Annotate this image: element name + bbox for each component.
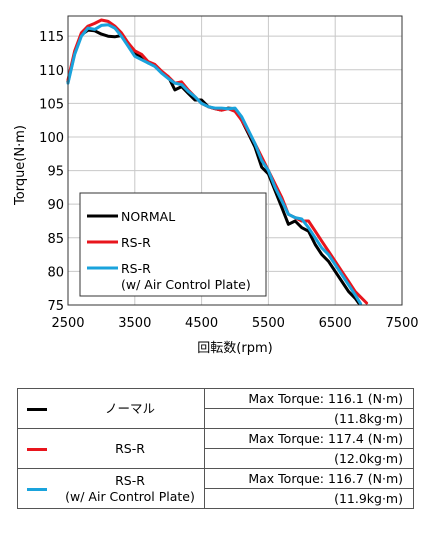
series-swatch-cell [17, 388, 56, 429]
legend-box [79, 192, 267, 297]
table-row: RS-R (w/ Air Control Plate) Max Torque: 11… [17, 468, 414, 509]
max-torque-value: Max Torque: 116.7 (N·m) [204, 468, 414, 489]
y-tick-label: 75 [47, 299, 64, 314]
plot-frame [67, 15, 403, 306]
x-tick-label: 7500 [385, 316, 418, 331]
series-swatch [27, 448, 47, 451]
series-name: RS-R (w/ Air Control Plate) [56, 468, 205, 509]
y-tick-label: 90 [47, 198, 64, 213]
x-axis-title: 回転数(rpm) [197, 341, 272, 356]
table-row: (11.9kg·m) [18, 488, 414, 509]
y-tick-label: 115 [39, 30, 64, 45]
max-torque-kgm-value: (12.0kg·m) [204, 448, 414, 469]
series-name: ノーマル [56, 388, 205, 429]
y-tick-label: 110 [39, 64, 64, 79]
series-swatch-cell [17, 468, 56, 509]
y-tick-label: 105 [39, 97, 64, 112]
tick-labels: 75 80 85 90 95 100 105 110 115 2500 3500 4500 5500 65… [39, 30, 418, 331]
table-row: RS-R Max Torque: 117.4 (N·m) [17, 428, 414, 469]
table-row: (11.8kg·m) [18, 408, 414, 429]
series-name: RS-R [56, 428, 205, 469]
max-torque-value: Max Torque: 116.1 (N·m) [204, 388, 414, 409]
series-swatch [27, 488, 47, 491]
series-swatch-cell [17, 428, 56, 469]
x-tick-label: 5500 [252, 316, 285, 331]
summary-table: ノーマル Max Torque: 116.1 (N·m) (11.8kg·m) RS-… [17, 388, 414, 509]
x-tick-label: 3500 [118, 316, 151, 331]
legend: NORMAL RS-R RS-R (w/ Air Control Plate) [79, 192, 267, 297]
x-tick-label: 4500 [185, 316, 218, 331]
x-tick-label: 2500 [51, 316, 84, 331]
y-tick-label: 80 [47, 265, 64, 280]
torque-chart: 75 80 85 90 95 100 105 110 115 2500 3500 4500 5500 65… [13, 15, 419, 356]
series-lines [66, 18, 369, 306]
y-tick-label: 100 [39, 131, 64, 146]
y-axis-title: Torque(N·m) [13, 125, 28, 206]
legend-label: RS-R [121, 235, 151, 250]
table-row: ノーマル Max Torque: 116.1 (N·m) [17, 388, 414, 429]
series-swatch [27, 408, 47, 411]
y-tick-label: 85 [47, 232, 64, 247]
legend-label: NORMAL [121, 209, 175, 224]
grid-lines [67, 16, 403, 306]
legend-label: RS-R (w/ Air Control Plate) [121, 261, 251, 292]
max-torque-value: Max Torque: 117.4 (N·m) [204, 428, 414, 449]
x-tick-label: 6500 [319, 316, 352, 331]
series-line [66, 23, 363, 306]
y-tick-label: 95 [47, 165, 64, 180]
max-torque-kgm-value: (11.8kg·m) [204, 408, 414, 429]
max-torque-kgm-value: (11.9kg·m) [204, 488, 414, 509]
